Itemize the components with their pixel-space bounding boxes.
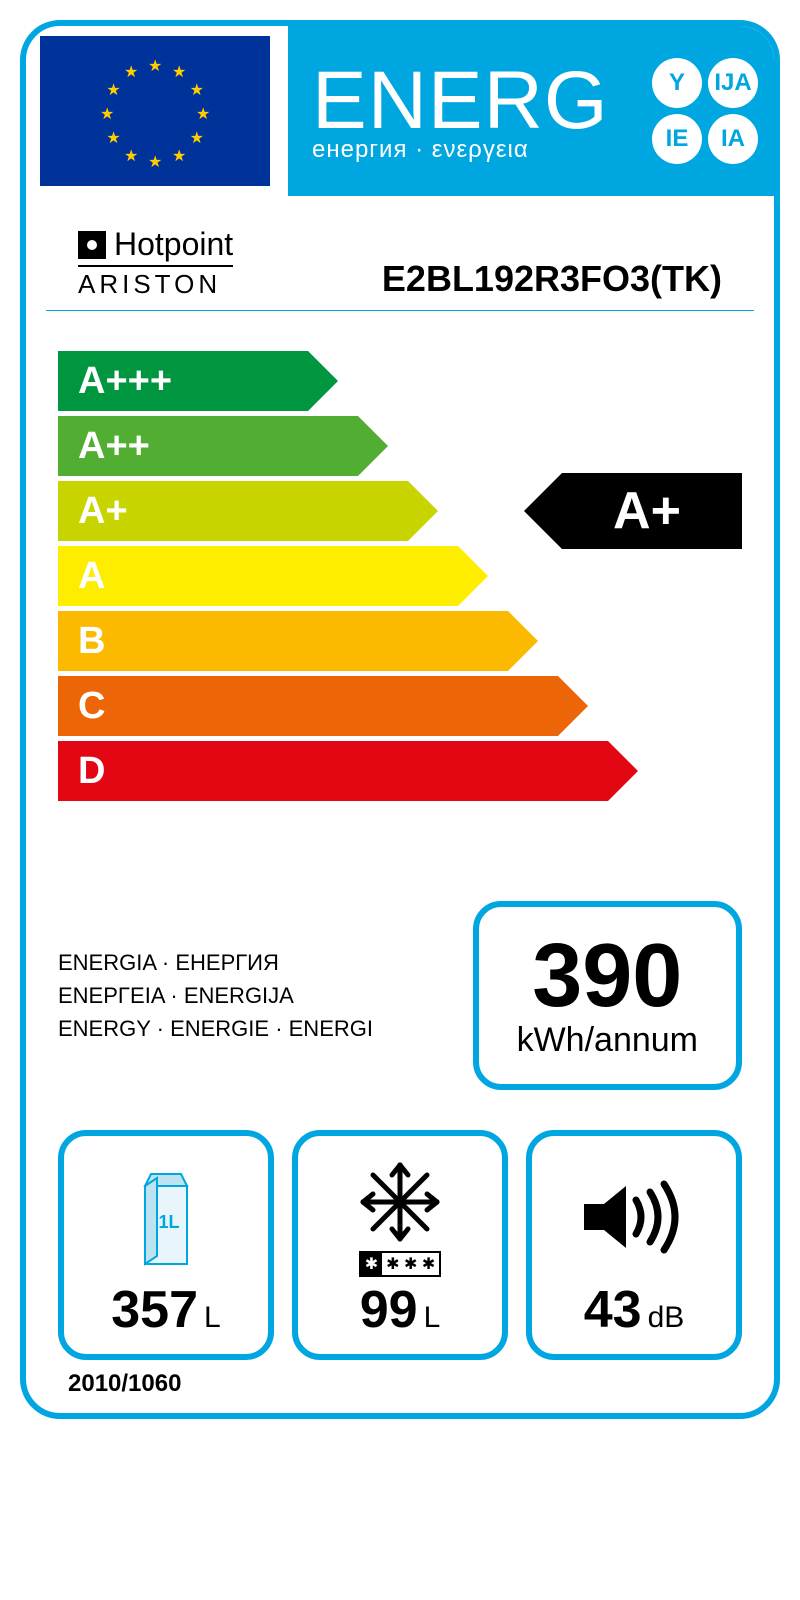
fridge-value: 357 (111, 1280, 198, 1340)
snowflake-icon: ✱ ✱ ✱ ✱ (355, 1154, 445, 1280)
brand-block: Hotpoint ARISTON (78, 226, 233, 300)
energ-title: ENERG (312, 60, 609, 142)
kwh-box: 390 kWh/annum (473, 901, 742, 1090)
scale-bar-label: A+++ (78, 360, 172, 403)
eu-flag: ★★★★★★★★★★★★ (40, 36, 270, 186)
energy-label: ★★★★★★★★★★★★ ENERG енергия · ενεργεια YI… (20, 20, 780, 1419)
brand-name-1: Hotpoint (114, 226, 233, 263)
scale-bar-Aplus: A+ (58, 481, 408, 541)
energy-line-1: ENERGIA · ЕНЕРГИЯ (58, 946, 373, 979)
milk-carton-icon: 1L (131, 1154, 201, 1280)
fridge-volume-box: 1L 357 L (58, 1130, 274, 1360)
energ-circle-0: Y (652, 58, 702, 108)
scale-bar-B: B (58, 611, 508, 671)
energy-line-2: ΕΝΕΡΓΕΙΑ · ENERGIJA (58, 979, 373, 1012)
scale-bar-label: A+ (78, 490, 128, 533)
svg-text:1L: 1L (158, 1212, 179, 1232)
freezer-star-rating: ✱ ✱ ✱ ✱ (359, 1251, 442, 1277)
noise-unit: dB (648, 1301, 685, 1335)
header: ★★★★★★★★★★★★ ENERG енергия · ενεργεια YI… (26, 26, 774, 196)
scale-bar-D: D (58, 741, 608, 801)
energy-multilingual: ENERGIA · ЕНЕРГИЯ ΕΝΕΡΓΕΙΑ · ENERGIJA EN… (58, 946, 373, 1045)
freezer-volume-box: ✱ ✱ ✱ ✱ 99 L (292, 1130, 508, 1360)
spec-row: 1L 357 L (26, 1120, 774, 1366)
consumption-row: ENERGIA · ЕНЕРГИЯ ΕΝΕΡΓΕΙΑ · ENERGIJA EN… (26, 831, 774, 1120)
scale-bar-label: A (78, 555, 105, 598)
fridge-unit: L (204, 1301, 221, 1335)
kwh-unit: kWh/annum (517, 1021, 698, 1060)
scale-bar-label: D (78, 750, 105, 793)
scale-bar-Aplusplusplus: A+++ (58, 351, 308, 411)
brand-row: Hotpoint ARISTON E2BL192R3FO3(TK) (46, 196, 754, 311)
freezer-unit: L (424, 1301, 441, 1335)
scale-bar-label: B (78, 620, 105, 663)
sound-icon (574, 1154, 694, 1280)
rating-label: A+ (613, 481, 681, 541)
brand-hotpoint: Hotpoint (78, 226, 233, 263)
noise-box: 43 dB (526, 1130, 742, 1360)
brand-name-2: ARISTON (78, 265, 233, 300)
scale-bar-label: A++ (78, 425, 150, 468)
energ-suffix-circles: YIJAIEIA (652, 58, 758, 164)
efficiency-scale: A+++ A++ A+ ABCD A+ (26, 311, 774, 831)
energ-circle-3: IA (708, 114, 758, 164)
scale-bar-Aplusplus: A++ (58, 416, 358, 476)
model-number: E2BL192R3FO3(TK) (382, 258, 722, 300)
energy-line-3: ENERGY · ENERGIE · ENERGI (58, 1012, 373, 1045)
energ-subtitle: енергия · ενεργεια (312, 138, 609, 162)
noise-value: 43 (584, 1280, 642, 1340)
scale-bar-A: A (58, 546, 458, 606)
kwh-value: 390 (517, 931, 698, 1021)
scale-bar-label: C (78, 685, 105, 728)
regulation-number: 2010/1060 (26, 1366, 774, 1398)
hotpoint-dot-icon (78, 231, 106, 259)
energ-banner: ENERG енергия · ενεργεια YIJAIEIA (288, 26, 774, 196)
energ-circle-1: IJA (708, 58, 758, 108)
scale-bar-C: C (58, 676, 558, 736)
energ-circle-2: IE (652, 114, 702, 164)
freezer-value: 99 (360, 1280, 418, 1340)
rating-pointer: A+ (562, 473, 742, 549)
